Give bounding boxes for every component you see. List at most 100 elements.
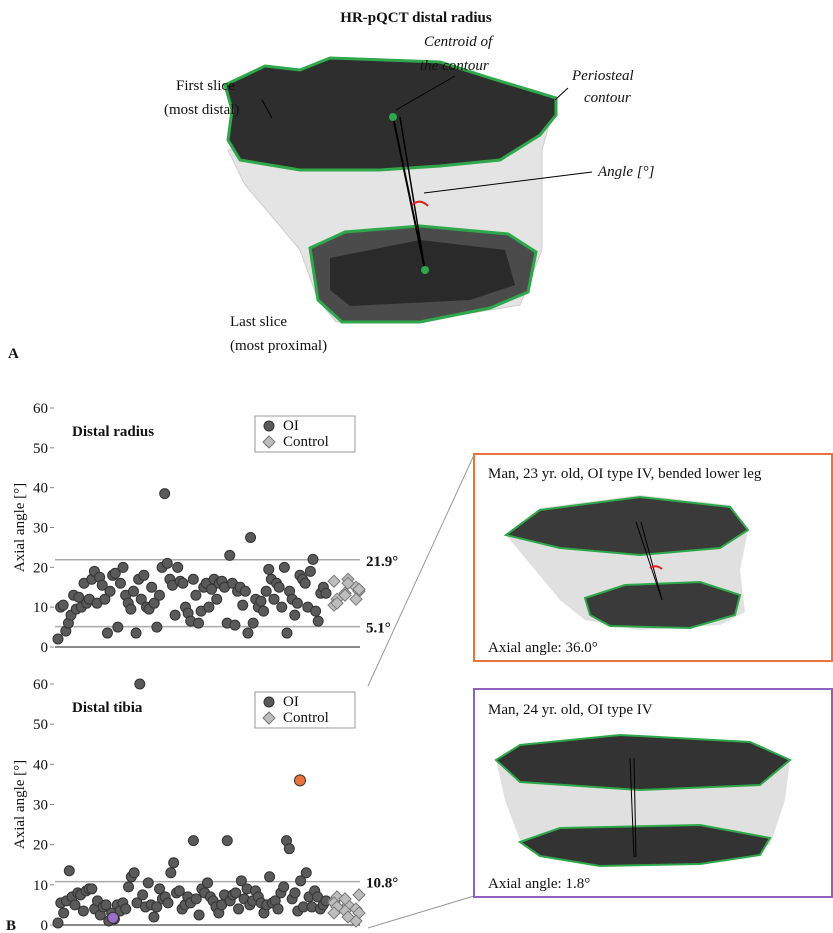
bone-render <box>225 58 592 322</box>
point <box>290 610 300 620</box>
point <box>274 582 284 592</box>
point <box>70 900 80 910</box>
y-tick-label: 60 <box>33 401 48 417</box>
point <box>265 872 275 882</box>
point <box>194 618 204 628</box>
point <box>300 578 310 588</box>
annotation: Periosteal <box>571 68 634 84</box>
point <box>203 878 213 888</box>
point <box>225 550 235 560</box>
point <box>53 918 63 928</box>
point <box>170 610 180 620</box>
point <box>154 590 164 600</box>
point <box>222 836 232 846</box>
highlight-point <box>108 912 119 923</box>
point <box>256 596 266 606</box>
point <box>162 558 172 568</box>
inset-result: Axial angle: 1.8° <box>488 876 590 892</box>
point <box>191 894 201 904</box>
point <box>152 622 162 632</box>
point <box>147 582 157 592</box>
point <box>243 628 253 638</box>
annotation: contour <box>584 90 631 106</box>
point <box>234 904 244 914</box>
point <box>59 908 69 918</box>
point <box>113 622 123 632</box>
point <box>301 868 311 878</box>
point <box>305 566 315 576</box>
point <box>204 602 214 612</box>
point <box>231 888 241 898</box>
legend-label: OI <box>283 694 299 710</box>
annotation: (most distal) <box>164 102 239 118</box>
point <box>121 904 131 914</box>
point <box>279 882 289 892</box>
inset-result: Axial angle: 36.0° <box>488 640 598 656</box>
inset-caption: Man, 24 yr. old, OI type IV <box>488 702 653 718</box>
point <box>308 554 318 564</box>
point <box>259 606 269 616</box>
point <box>261 586 271 596</box>
point <box>194 910 204 920</box>
point <box>188 574 198 584</box>
reference-label: 21.9° <box>366 554 398 570</box>
figure-title: HR-pQCT distal radius <box>340 10 492 26</box>
point <box>160 489 170 499</box>
y-axis-label: Axial angle [°] <box>12 483 28 572</box>
reference-label: 5.1° <box>366 621 391 637</box>
y-tick-label: 20 <box>33 560 48 576</box>
panel-label: A <box>8 346 19 362</box>
inset-caption: Man, 23 yr. old, OI type IV, bended lowe… <box>488 466 762 482</box>
point <box>248 618 258 628</box>
point <box>273 904 283 914</box>
point <box>230 620 240 630</box>
point <box>166 868 176 878</box>
annotation: First slice <box>176 78 235 94</box>
point <box>173 562 183 572</box>
point <box>188 836 198 846</box>
y-tick-label: 30 <box>33 521 48 537</box>
chart-title: Distal tibia <box>72 700 143 716</box>
annotation: Centroid of <box>424 34 494 50</box>
reference-label: 10.8° <box>366 876 398 892</box>
point <box>191 590 201 600</box>
point <box>135 679 145 689</box>
point <box>118 562 128 572</box>
point <box>149 912 159 922</box>
point <box>169 858 179 868</box>
point <box>64 866 74 876</box>
point <box>212 594 222 604</box>
annotation: Last slice <box>230 314 287 330</box>
point <box>240 586 250 596</box>
legend-label: OI <box>283 418 299 434</box>
y-tick-label: 30 <box>33 798 48 814</box>
y-tick-label: 10 <box>33 600 48 616</box>
point <box>174 886 184 896</box>
point <box>78 906 88 916</box>
point <box>353 889 365 901</box>
point <box>58 600 68 610</box>
point <box>53 634 63 644</box>
point <box>87 884 97 894</box>
y-tick-label: 0 <box>41 918 49 933</box>
point <box>115 578 125 588</box>
annotation: (most proximal) <box>230 338 327 354</box>
point <box>311 606 321 616</box>
point <box>321 588 331 598</box>
y-axis-label: Axial angle [°] <box>12 760 28 849</box>
figure: HR-pQCT distal radius Centroid of the co… <box>0 0 833 933</box>
point <box>279 562 289 572</box>
connector <box>368 455 474 686</box>
point <box>264 564 274 574</box>
y-tick-label: 50 <box>33 717 48 733</box>
point <box>292 598 302 608</box>
y-tick-label: 0 <box>41 640 49 656</box>
y-tick-label: 10 <box>33 878 48 894</box>
chart-title: Distal radius <box>72 424 154 440</box>
point <box>129 868 139 878</box>
legend-label: Control <box>283 434 329 450</box>
point <box>102 628 112 638</box>
point <box>131 628 141 638</box>
point <box>313 616 323 626</box>
inset: Man, 24 yr. old, OI type IV Axial angle:… <box>474 689 832 897</box>
